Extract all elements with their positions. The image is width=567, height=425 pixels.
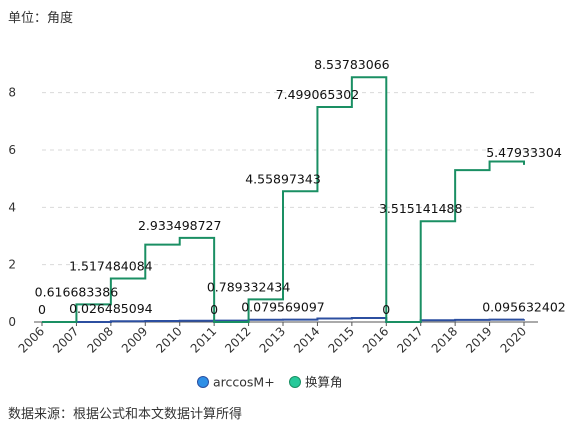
- source-label: 数据来源：根据公式和本文数据计算所得: [8, 407, 243, 422]
- x-tick-label: 2012: [222, 324, 253, 355]
- legend-label: 换算角: [305, 375, 343, 390]
- data-label: 1.517484084: [69, 258, 153, 273]
- data-label: 7.499065302: [276, 87, 360, 102]
- y-tick-label: 0: [8, 315, 16, 329]
- y-tick-label: 8: [8, 86, 16, 100]
- data-label: 0: [210, 302, 218, 317]
- x-tick-label: 2007: [50, 324, 81, 355]
- x-tick-label: 2019: [463, 324, 494, 355]
- y-axis: 0 2 4 6 8: [8, 86, 16, 329]
- legend[interactable]: arccosM+ 换算角: [197, 375, 343, 390]
- data-label: 0.095632402: [482, 299, 566, 314]
- x-tick-label: 2020: [498, 324, 529, 355]
- legend-marker: [197, 376, 209, 388]
- data-label: 8.53783066: [314, 57, 390, 72]
- series-line-1: [42, 76, 525, 323]
- x-tick-label: 2018: [429, 324, 460, 355]
- x-tick-label: 2008: [84, 324, 115, 355]
- x-tick-label: 2006: [16, 324, 47, 355]
- y-tick-label: 6: [8, 143, 16, 157]
- data-label: 0.026485094: [69, 301, 153, 316]
- series-line-0: [42, 316, 525, 323]
- x-tick-label: 2015: [325, 324, 356, 355]
- legend-label: arccosM+: [213, 375, 275, 390]
- y-tick-label: 4: [8, 200, 16, 214]
- x-tick-label: 2013: [257, 324, 288, 355]
- legend-item-1[interactable]: 换算角: [289, 375, 343, 390]
- data-label: 0.079569097: [241, 300, 325, 315]
- data-label: 3.515141488: [379, 201, 463, 216]
- x-tick-label: 2009: [119, 324, 150, 355]
- unit-label: 单位：角度: [8, 11, 74, 26]
- data-label: 2.933498727: [138, 218, 222, 233]
- data-label: 4.55897343: [245, 171, 321, 186]
- x-tick-label: 2010: [153, 324, 184, 355]
- series-lines: [42, 76, 525, 323]
- legend-item-0[interactable]: arccosM+: [197, 375, 275, 390]
- data-label: 0.789332434: [207, 279, 291, 294]
- legend-marker: [289, 376, 301, 388]
- x-axis: 2006 2007 2008 2009 2010 2011 2012 2013 2014 2015…: [16, 321, 538, 356]
- grid-lines: [42, 92, 538, 266]
- data-label: 0: [382, 302, 390, 317]
- x-tick-label: 2017: [394, 324, 425, 355]
- x-tick-label: 2016: [360, 324, 391, 355]
- data-label: 0.616683386: [35, 284, 119, 299]
- data-label: 5.47933304: [486, 145, 562, 160]
- x-tick-label: 2014: [291, 324, 322, 355]
- y-tick-label: 2: [8, 258, 16, 272]
- data-label: 0: [38, 302, 46, 317]
- data-labels: 0 0.616683386 0.026485094 1.517484084 2.9334…: [35, 57, 566, 317]
- x-tick-label: 2011: [188, 324, 219, 355]
